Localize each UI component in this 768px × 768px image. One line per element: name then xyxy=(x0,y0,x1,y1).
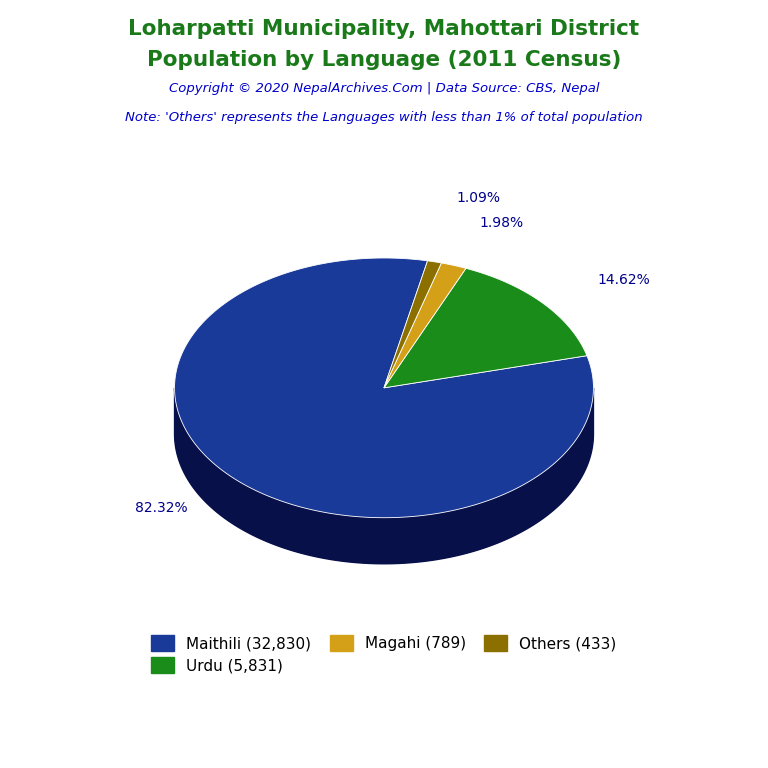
Polygon shape xyxy=(384,261,442,388)
Polygon shape xyxy=(174,386,594,564)
Text: Note: 'Others' represents the Languages with less than 1% of total population: Note: 'Others' represents the Languages … xyxy=(125,111,643,124)
Polygon shape xyxy=(174,258,594,518)
Legend: Maithili (32,830), Urdu (5,831), Magahi (789), Others (433): Maithili (32,830), Urdu (5,831), Magahi … xyxy=(145,629,623,680)
Polygon shape xyxy=(174,388,594,564)
Polygon shape xyxy=(384,263,466,388)
Text: Loharpatti Municipality, Mahottari District: Loharpatti Municipality, Mahottari Distr… xyxy=(128,19,640,39)
Polygon shape xyxy=(384,268,587,388)
Text: 82.32%: 82.32% xyxy=(135,501,188,515)
Text: 14.62%: 14.62% xyxy=(598,273,650,286)
Text: Copyright © 2020 NepalArchives.Com | Data Source: CBS, Nepal: Copyright © 2020 NepalArchives.Com | Dat… xyxy=(169,82,599,95)
Text: 1.98%: 1.98% xyxy=(480,216,524,230)
Text: Population by Language (2011 Census): Population by Language (2011 Census) xyxy=(147,50,621,70)
Text: 1.09%: 1.09% xyxy=(456,191,500,205)
